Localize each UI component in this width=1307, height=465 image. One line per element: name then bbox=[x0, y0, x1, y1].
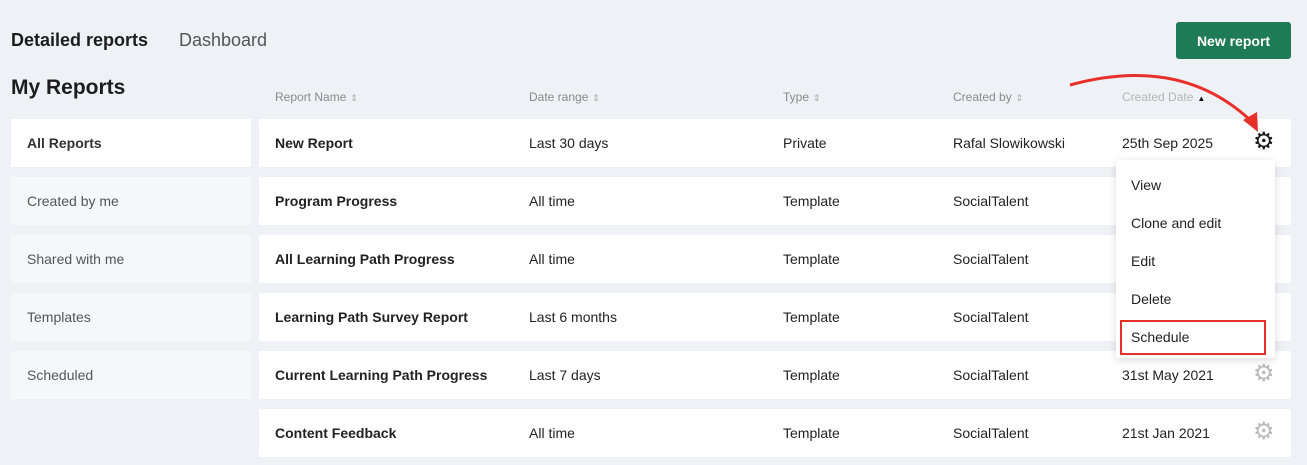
tab-dashboard[interactable]: Dashboard bbox=[179, 30, 268, 50]
sidebar-item-templates[interactable]: Templates bbox=[11, 293, 251, 341]
gear-icon[interactable]: ⚙ bbox=[1253, 128, 1275, 155]
cell-by: Rafal Slowikowski bbox=[953, 135, 1066, 151]
column-header[interactable]: Created Date ▲ bbox=[1122, 90, 1205, 104]
row-actions-menu: View Clone and edit Edit Delete Schedule bbox=[1116, 160, 1275, 358]
sidebar-item-created-by-me[interactable]: Created by me bbox=[11, 177, 251, 225]
column-header[interactable]: Type ⇕ bbox=[783, 90, 821, 104]
column-header[interactable]: Report Name ⇕ bbox=[275, 90, 358, 104]
menu-item-delete[interactable]: Delete bbox=[1131, 291, 1172, 307]
menu-item-clone-and-edit[interactable]: Clone and edit bbox=[1131, 215, 1222, 231]
sort-icon: ⇕ bbox=[350, 93, 358, 103]
menu-item-edit[interactable]: Edit bbox=[1131, 253, 1156, 269]
sort-icon: ⇕ bbox=[592, 93, 600, 103]
cell-range: Last 7 days bbox=[529, 367, 601, 383]
cell-name: Program Progress bbox=[275, 193, 398, 209]
table-row[interactable]: Content Feedback All time Template SocialTa… bbox=[259, 409, 1291, 457]
column-header-label: Date range bbox=[529, 90, 589, 104]
new-report-button[interactable]: New report bbox=[1176, 22, 1291, 59]
column-header-label: Created Date bbox=[1122, 90, 1194, 104]
cell-by: SocialTalent bbox=[953, 193, 1029, 209]
cell-range: All time bbox=[529, 193, 575, 209]
gear-icon[interactable]: ⚙ bbox=[1253, 418, 1275, 445]
table-row[interactable]: Current Learning Path Progress Last 7 day… bbox=[259, 351, 1291, 399]
cell-date: 31st May 2021 bbox=[1122, 367, 1214, 383]
sidebar-item-shared-with-me[interactable]: Shared with me bbox=[11, 235, 251, 283]
cell-by: SocialTalent bbox=[953, 251, 1029, 267]
arrow-curve bbox=[1069, 74, 1252, 122]
cell-range: All time bbox=[529, 251, 575, 267]
cell-type: Private bbox=[783, 135, 827, 151]
table-row[interactable]: New Report Last 30 days Private Rafal Slowi… bbox=[259, 119, 1291, 167]
cell-by: SocialTalent bbox=[953, 309, 1029, 325]
cell-range: All time bbox=[529, 425, 575, 441]
cell-name: Content Feedback bbox=[275, 425, 397, 441]
column-header[interactable]: Date range ⇕ bbox=[529, 90, 600, 104]
cell-range: Last 6 months bbox=[529, 309, 617, 325]
column-header-label: Report Name bbox=[275, 90, 347, 104]
sidebar-item-all-reports[interactable]: All Reports bbox=[11, 119, 251, 167]
cell-name: All Learning Path Progress bbox=[275, 251, 455, 267]
cell-name: Current Learning Path Progress bbox=[275, 367, 488, 383]
column-header[interactable]: Created by ⇕ bbox=[953, 90, 1023, 104]
cell-by: SocialTalent bbox=[953, 425, 1029, 441]
menu-item-schedule[interactable]: Schedule bbox=[1131, 329, 1190, 345]
cell-date: 25th Sep 2025 bbox=[1122, 135, 1214, 151]
gear-icon[interactable]: ⚙ bbox=[1253, 360, 1275, 387]
sidebar-item-scheduled[interactable]: Scheduled bbox=[11, 351, 251, 399]
sort-asc-icon: ▲ bbox=[1197, 94, 1206, 103]
cell-date: 21st Jan 2021 bbox=[1122, 425, 1210, 441]
cell-name: New Report bbox=[275, 135, 353, 151]
cell-type: Template bbox=[783, 425, 840, 441]
sort-icon: ⇕ bbox=[813, 93, 821, 103]
cell-type: Template bbox=[783, 193, 840, 209]
cell-type: Template bbox=[783, 251, 840, 267]
column-header-label: Created by bbox=[953, 90, 1012, 104]
cell-name: Learning Path Survey Report bbox=[275, 309, 468, 325]
page-title: My Reports bbox=[11, 76, 126, 99]
tab-detailed-reports[interactable]: Detailed reports bbox=[11, 30, 149, 50]
cell-by: SocialTalent bbox=[953, 367, 1029, 383]
arrow-head bbox=[1243, 112, 1258, 132]
menu-item-view[interactable]: View bbox=[1131, 177, 1162, 193]
highlight-box bbox=[1120, 320, 1266, 355]
cell-type: Template bbox=[783, 367, 840, 383]
sort-icon: ⇕ bbox=[1015, 93, 1024, 103]
cell-type: Template bbox=[783, 309, 840, 325]
column-header-label: Type bbox=[783, 90, 810, 104]
cell-range: Last 30 days bbox=[529, 135, 609, 151]
